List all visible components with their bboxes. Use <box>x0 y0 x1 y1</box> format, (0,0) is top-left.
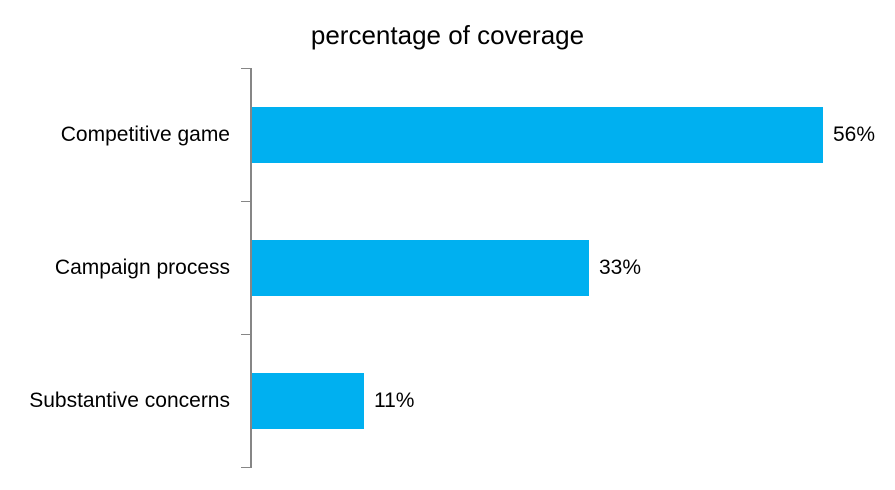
axis-tick <box>241 68 250 69</box>
category-label: Campaign process <box>54 256 230 279</box>
bar <box>252 373 364 429</box>
axis-tick <box>241 467 250 468</box>
category-label: Substantive concerns <box>29 389 230 412</box>
axis-tick <box>241 201 250 202</box>
chart-title: percentage of coverage <box>310 20 585 50</box>
value-label: 11% <box>374 389 415 412</box>
bar <box>252 107 823 163</box>
value-label: 56% <box>833 123 876 146</box>
axis-tick <box>241 334 250 335</box>
category-label: Competitive game <box>60 123 230 146</box>
y-axis-line <box>250 68 252 468</box>
value-label: 33% <box>599 256 642 279</box>
bar <box>252 240 589 296</box>
